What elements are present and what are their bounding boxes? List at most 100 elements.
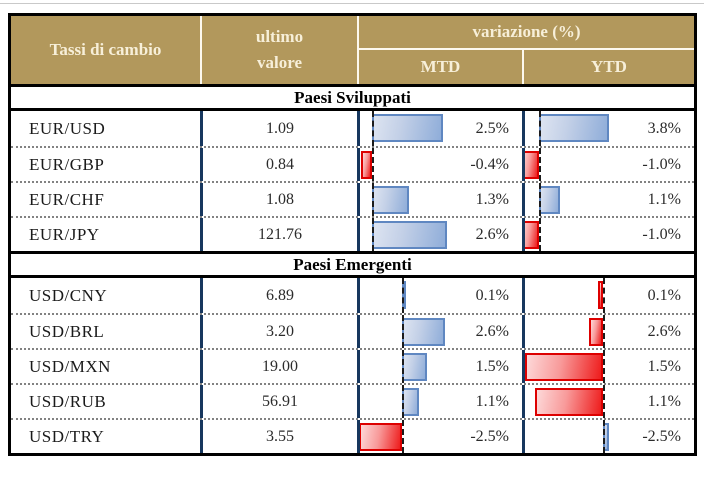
ytd-zero-axis — [539, 148, 541, 181]
page-top-hairline — [0, 3, 704, 4]
ytd-value: 1.1% — [647, 190, 681, 208]
mtd-bar — [360, 423, 402, 451]
mtd-value: 1.1% — [475, 392, 509, 410]
mtd-zero-axis — [372, 111, 374, 146]
last-value: 6.89 — [200, 278, 357, 313]
mtd-cell: 1.3% — [357, 183, 522, 216]
ytd-value: 1.1% — [647, 392, 681, 410]
mtd-zero-axis — [402, 350, 404, 383]
mtd-zero-axis — [372, 218, 374, 251]
header-variation-group: variazione (%) — [357, 16, 694, 50]
section-title-developed: Paesi Sviluppati — [11, 84, 694, 111]
mtd-zero-axis — [402, 278, 404, 313]
mtd-cell: -2.5% — [357, 420, 522, 453]
currency-pair: EUR/CHF — [29, 189, 105, 209]
last-value: 1.08 — [200, 183, 357, 216]
currency-pair: EUR/GBP — [29, 154, 105, 174]
currency-pair: EUR/JPY — [29, 224, 100, 244]
ytd-bar — [589, 318, 603, 346]
table-row: USD/RUB 56.91 1.1% 1.1% — [11, 383, 694, 418]
mtd-cell: 0.1% — [357, 278, 522, 313]
table-row: USD/BRL 3.20 2.6% 2.6% — [11, 313, 694, 348]
ytd-value: 1.5% — [647, 357, 681, 375]
section-developed-rows: EUR/USD 1.09 2.5% 3.8% EUR/GBP 0.84 -0.4… — [11, 111, 694, 251]
currency-pair: USD/MXN — [29, 356, 111, 376]
last-value: 19.00 — [200, 350, 357, 383]
header-last-value: ultimo valore — [200, 16, 357, 84]
last-value: 121.76 — [200, 218, 357, 251]
ytd-value: -2.5% — [642, 427, 681, 445]
ytd-cell: 1.1% — [522, 385, 694, 418]
ytd-cell: -2.5% — [522, 420, 694, 453]
last-value: 3.55 — [200, 420, 357, 453]
ytd-zero-axis — [539, 183, 541, 216]
mtd-value: 1.3% — [475, 190, 509, 208]
ytd-value: 0.1% — [647, 286, 681, 304]
ytd-cell: 2.6% — [522, 315, 694, 348]
mtd-value: -0.4% — [470, 155, 509, 173]
ytd-value: 3.8% — [647, 119, 681, 137]
ytd-zero-axis — [539, 218, 541, 251]
ytd-bar — [539, 186, 560, 214]
mtd-bar — [402, 318, 445, 346]
table-row: EUR/USD 1.09 2.5% 3.8% — [11, 111, 694, 146]
section-title-emerging: Paesi Emergenti — [11, 251, 694, 278]
ytd-cell: 0.1% — [522, 278, 694, 313]
ytd-zero-axis — [603, 350, 605, 383]
table-row: EUR/CHF 1.08 1.3% 1.1% — [11, 181, 694, 216]
ytd-bar — [525, 221, 539, 249]
table-row: USD/CNY 6.89 0.1% 0.1% — [11, 278, 694, 313]
mtd-zero-axis — [372, 148, 374, 181]
ytd-value: 2.6% — [647, 322, 681, 340]
last-value: 0.84 — [200, 148, 357, 181]
currency-pair: USD/RUB — [29, 391, 107, 411]
mtd-zero-axis — [402, 315, 404, 348]
ytd-bar — [539, 114, 609, 142]
ytd-cell: -1.0% — [522, 218, 694, 251]
mtd-cell: -0.4% — [357, 148, 522, 181]
mtd-value: 0.1% — [475, 286, 509, 304]
section-emerging-rows: USD/CNY 6.89 0.1% 0.1% USD/BRL 3.20 2.6% — [11, 278, 694, 453]
ytd-bar — [598, 281, 603, 309]
mtd-cell: 1.5% — [357, 350, 522, 383]
currency-pair: EUR/USD — [29, 118, 106, 138]
mtd-zero-axis — [402, 420, 404, 453]
table-row: USD/TRY 3.55 -2.5% -2.5% — [11, 418, 694, 453]
mtd-value: -2.5% — [470, 427, 509, 445]
last-value: 1.09 — [200, 111, 357, 146]
ytd-zero-axis — [539, 111, 541, 146]
currency-pair: USD/CNY — [29, 285, 108, 305]
table-row: EUR/JPY 121.76 2.6% -1.0% — [11, 216, 694, 251]
ytd-value: -1.0% — [642, 225, 681, 243]
last-value: 3.20 — [200, 315, 357, 348]
mtd-value: 1.5% — [475, 357, 509, 375]
ytd-zero-axis — [603, 315, 605, 348]
header-title: Tassi di cambio — [49, 40, 162, 59]
ytd-bar — [525, 151, 539, 179]
ytd-zero-axis — [603, 278, 605, 313]
mtd-value: 2.5% — [475, 119, 509, 137]
mtd-value: 2.6% — [475, 322, 509, 340]
mtd-cell: 2.6% — [357, 315, 522, 348]
header-ytd: YTD — [522, 50, 694, 84]
ytd-value: -1.0% — [642, 155, 681, 173]
mtd-zero-axis — [372, 183, 374, 216]
mtd-bar — [402, 388, 419, 416]
mtd-cell: 2.5% — [357, 111, 522, 146]
table-header: Tassi di cambio ultimo valore variazione… — [11, 16, 694, 84]
mtd-cell: 1.1% — [357, 385, 522, 418]
table-row: USD/MXN 19.00 1.5% 1.5% — [11, 348, 694, 383]
currency-pair: USD/BRL — [29, 321, 105, 341]
currency-pair: USD/TRY — [29, 426, 105, 446]
ytd-bar — [535, 388, 603, 416]
mtd-bar — [372, 186, 409, 214]
mtd-cell: 2.6% — [357, 218, 522, 251]
exchange-rates-table: Tassi di cambio ultimo valore variazione… — [8, 13, 697, 456]
mtd-bar — [402, 353, 427, 381]
mtd-zero-axis — [402, 385, 404, 418]
ytd-cell: 1.5% — [522, 350, 694, 383]
header-mtd: MTD — [357, 50, 522, 84]
header-last-value-line2: valore — [256, 53, 302, 72]
mtd-value: 2.6% — [475, 225, 509, 243]
last-value: 56.91 — [200, 385, 357, 418]
